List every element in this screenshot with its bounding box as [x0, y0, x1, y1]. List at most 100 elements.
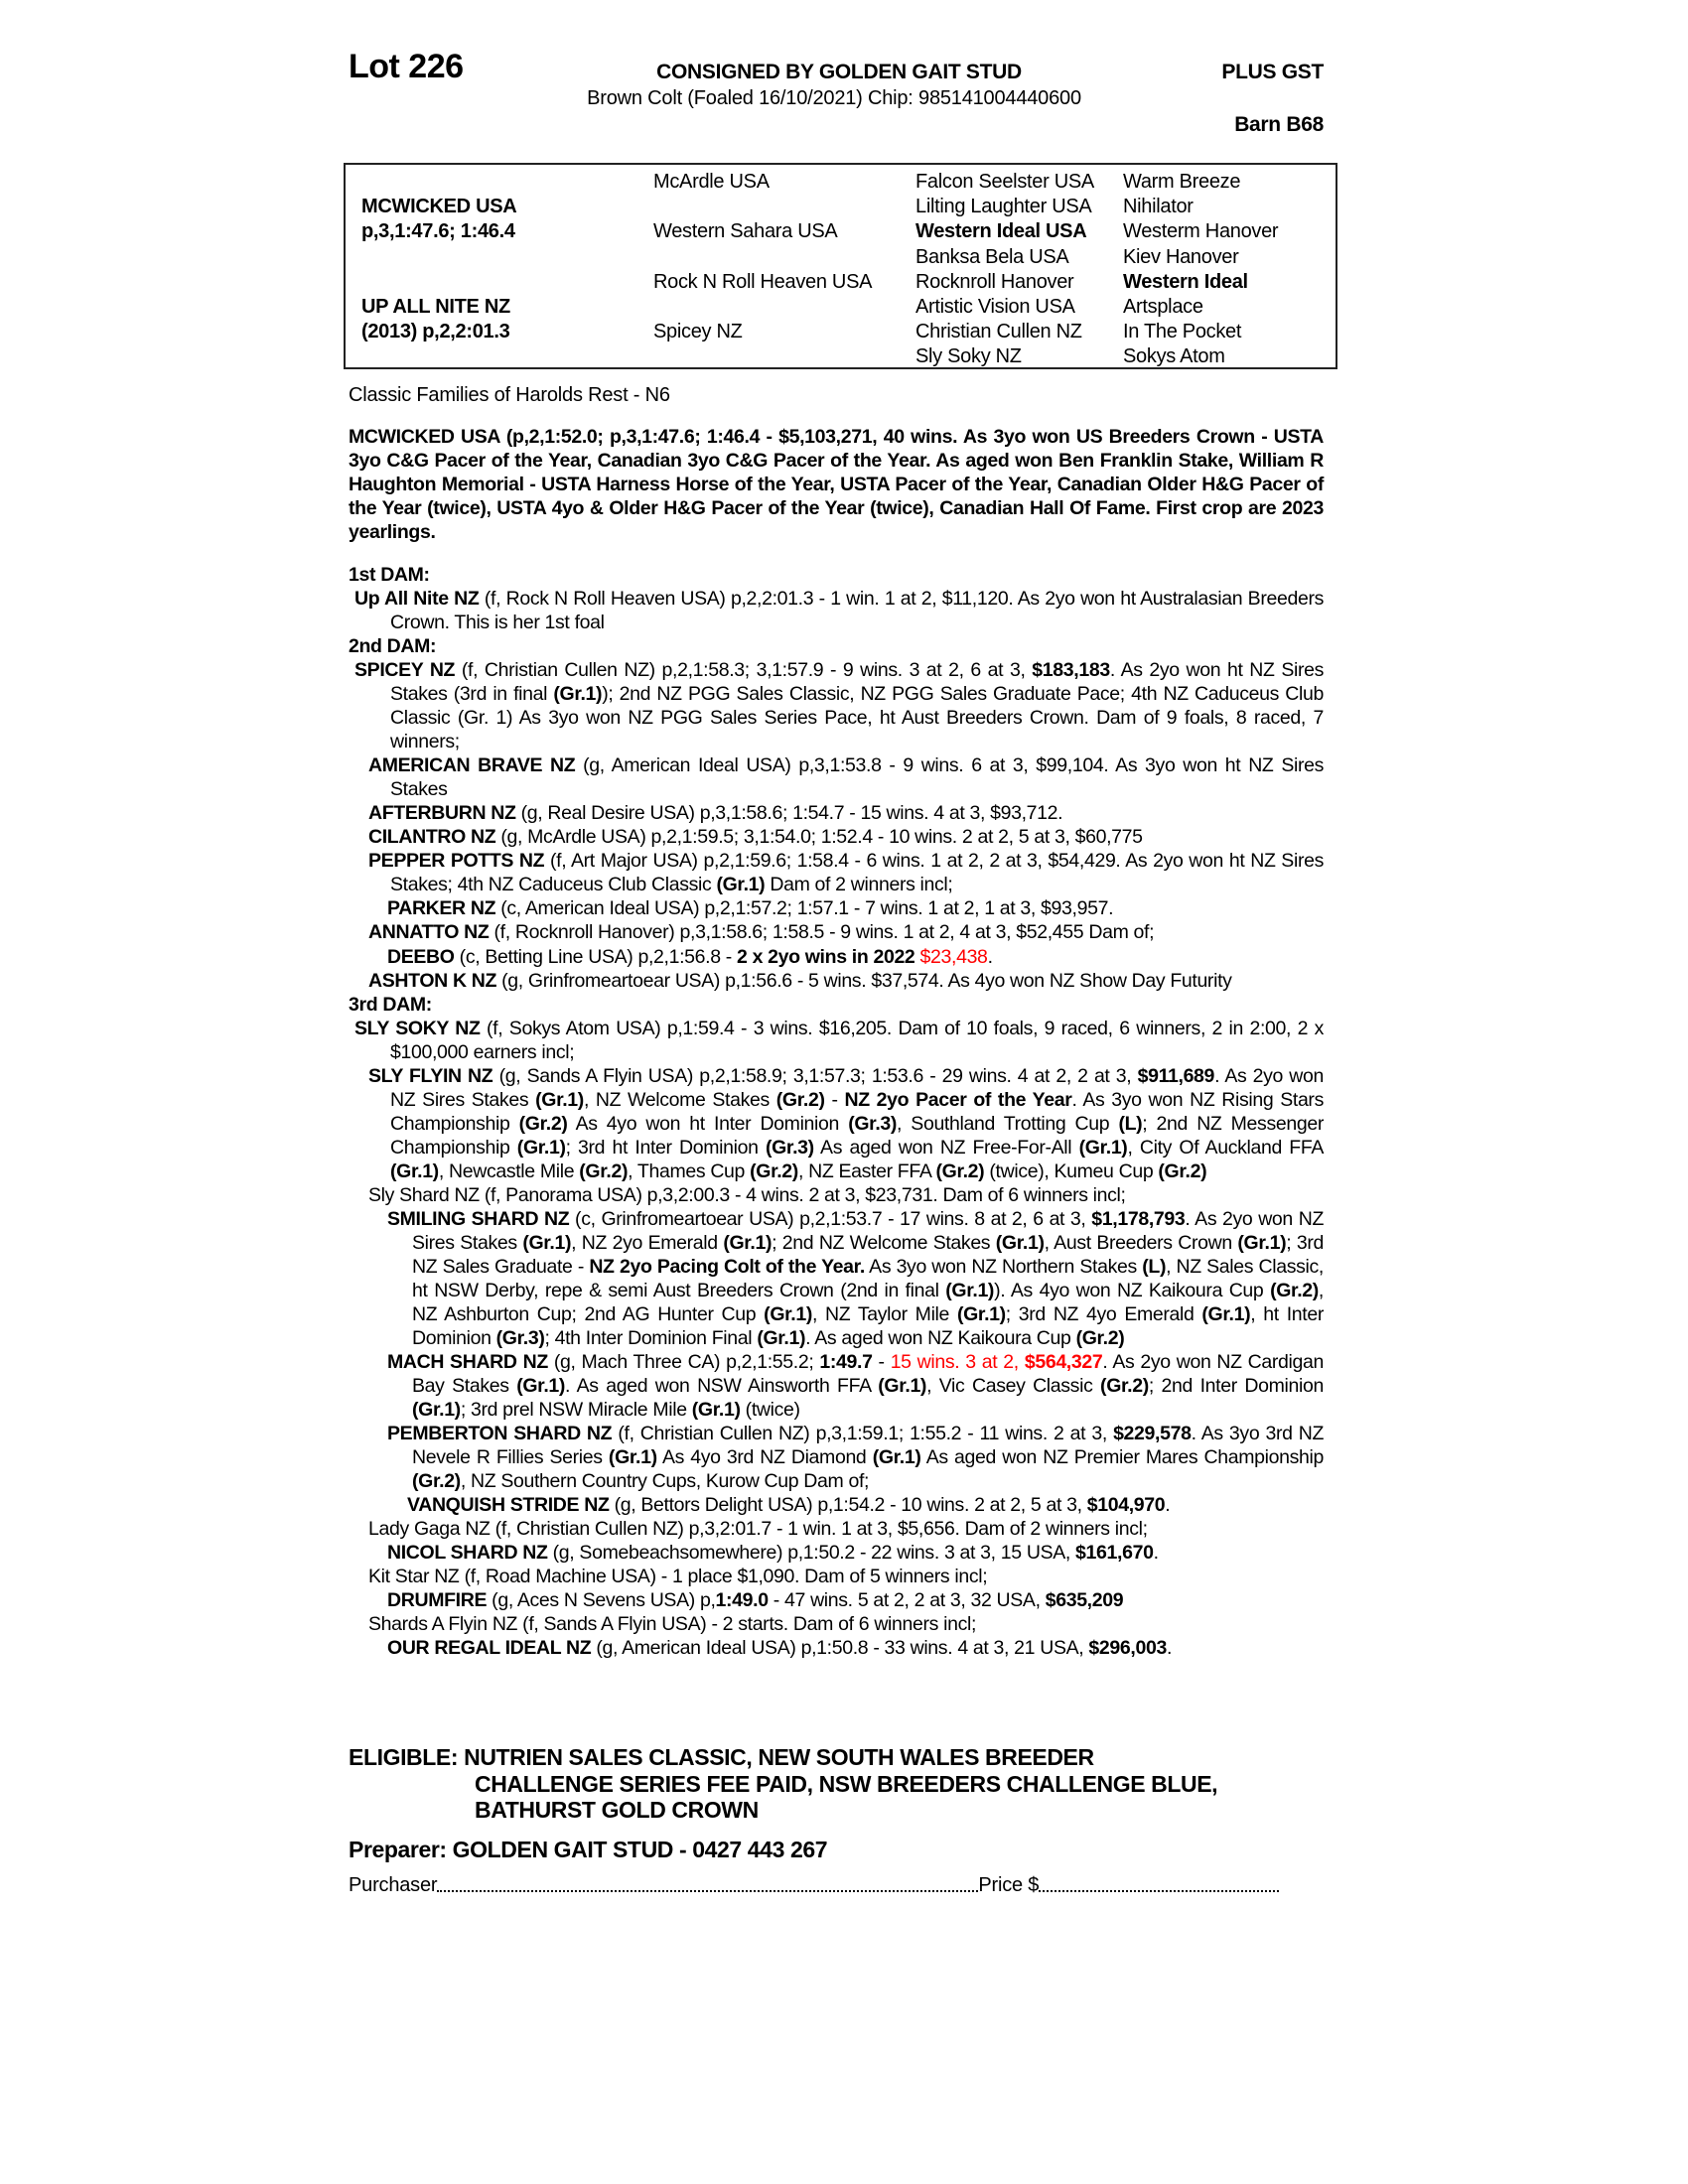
bold-text: (Gr.1) — [757, 1327, 806, 1349]
bold-text: $104,970 — [1086, 1494, 1166, 1517]
text-run: As aged won NZ Premier Mares Championshi… — [920, 1446, 1325, 1469]
bold-text: (Gr.1) — [764, 1302, 813, 1325]
text-run: ; 3rd NZ Sales Graduate - — [412, 1231, 1324, 1278]
bold-text: $229,578 — [1113, 1423, 1192, 1445]
text-run: , NZ Welcome Stakes — [583, 1088, 776, 1111]
dam-heading: 2nd DAM: — [349, 635, 437, 658]
bold-text: SPICEY NZ — [354, 659, 456, 682]
gst-note: PLUS GST — [1221, 61, 1324, 83]
pedigree-entry: ANNATTO NZ (f, Rocknroll Hanover) p,3,1:… — [349, 920, 1324, 944]
highlight-text: $564,327 — [1024, 1351, 1103, 1374]
bold-text: (Gr.1) — [691, 1399, 741, 1422]
family-note: Classic Families of Harolds Rest - N6 — [349, 384, 670, 406]
purchaser-label: Purchaser — [349, 1874, 438, 1896]
bold-text: AMERICAN BRAVE NZ — [368, 754, 576, 777]
bold-text: PEMBERTON SHARD NZ — [387, 1423, 613, 1445]
pedigree-entry: PARKER NZ (c, American Ideal USA) p,2,1:… — [349, 896, 1324, 920]
bold-text: SMILING SHARD NZ — [387, 1207, 570, 1230]
bold-text: (Gr.2) — [775, 1088, 825, 1111]
pedigree-entry: ASHTON K NZ (g, Grinfromeartoear USA) p,… — [349, 969, 1324, 993]
highlight-text: $23,438 — [919, 945, 988, 968]
text-run: , Southland Trotting Cup — [897, 1112, 1119, 1135]
text-run: (g, Real Desire USA) p,3,1:58.6; 1:54.7 … — [515, 802, 1063, 825]
text-run: ; 2nd Inter Dominion — [1148, 1375, 1324, 1398]
pedigree-ancestor: Falcon Seelster USA — [915, 171, 1094, 193]
text-run: , City Of Auckland FFA — [1127, 1136, 1325, 1159]
bold-text: NZ 2yo Pacing Colt of the Year. — [589, 1255, 865, 1278]
bold-text: (Gr.1) — [516, 1375, 566, 1398]
bold-text: $1,178,793 — [1091, 1207, 1186, 1230]
bold-text: $161,670 — [1075, 1542, 1154, 1565]
text-run: (f, Rock N Roll Heaven USA) p,2,2:01.3 -… — [390, 588, 1325, 634]
text-run: Shards A Flyin NZ (f, Sands A Flyin USA)… — [368, 1613, 977, 1636]
text-run: As aged won NZ Free-For-All — [813, 1136, 1079, 1159]
text-run: (twice) — [740, 1399, 800, 1422]
text-run: ; 3rd ht Inter Dominion — [565, 1136, 766, 1159]
text-run: , ht Inter Dominion — [412, 1302, 1324, 1349]
text-run: (f, Art Major USA) p,2,1:59.6; 1:58.4 - … — [390, 850, 1324, 896]
pedigree-entry: AMERICAN BRAVE NZ (g, American Ideal USA… — [349, 753, 1324, 801]
bold-text: CILANTRO NZ — [368, 826, 496, 849]
bold-text: $296,003 — [1088, 1637, 1167, 1660]
bold-text: Up All Nite NZ — [354, 588, 480, 611]
eligible-line: ELIGIBLE: NUTRIEN SALES CLASSIC, NEW SOU… — [349, 1744, 1094, 1770]
text-run: (g, Sands A Flyin USA) p,2,1:58.9; 3,1:5… — [492, 1064, 1138, 1087]
text-run: , Thames Cup — [628, 1160, 751, 1182]
bold-text: (Gr.1) — [608, 1446, 657, 1469]
pedigree-entry: SPICEY NZ (f, Christian Cullen NZ) p,2,1… — [349, 658, 1324, 753]
price-label: Price $ — [978, 1874, 1040, 1896]
text-run: . As 2yo won NZ Sires Stakes — [412, 1207, 1325, 1254]
eligibility: ELIGIBLE: NUTRIEN SALES CLASSIC, NEW SOU… — [349, 1744, 1218, 1824]
dam-name: UP ALL NITE NZ — [361, 296, 510, 318]
purchaser-blank[interactable] — [437, 1890, 979, 1892]
text-run: , NZ Taylor Mile — [812, 1302, 957, 1325]
pedigree-ancestor: Westerm Hanover — [1123, 220, 1279, 243]
text-run: (c, American Ideal USA) p,2,1:57.2; 1:57… — [495, 897, 1114, 920]
text-run: - — [824, 1088, 845, 1111]
bold-text: (Gr.1) — [553, 683, 603, 706]
sire-name: MCWICKED USA — [361, 196, 517, 217]
eligible-line: CHALLENGE SERIES FEE PAID, NSW BREEDERS … — [475, 1770, 1218, 1797]
bold-text: (Gr.2) — [412, 1470, 461, 1493]
pedigree-entry: DRUMFIRE (g, Aces N Sevens USA) p,1:49.0… — [349, 1588, 1324, 1612]
pedigree-entry: OUR REGAL IDEAL NZ (g, American Ideal US… — [349, 1636, 1324, 1660]
pedigree-entry: PEMBERTON SHARD NZ (f, Christian Cullen … — [349, 1422, 1324, 1493]
text-run: ; 4th Inter Dominion Final — [544, 1327, 758, 1349]
bold-text: (Gr.2) — [1158, 1160, 1207, 1182]
text-run: . — [1166, 1637, 1173, 1660]
pedigree-entry: NICOL SHARD NZ (g, Somebeachsomewhere) p… — [349, 1541, 1324, 1565]
bold-text: OUR REGAL IDEAL NZ — [387, 1637, 592, 1660]
bold-text: (Gr.1) — [872, 1446, 921, 1469]
pedigree-ancestor: Sokys Atom — [1123, 345, 1225, 368]
text-run: - — [872, 1351, 891, 1374]
bold-text: DEEBO — [387, 945, 455, 968]
bold-text: (Gr.1) — [522, 1231, 572, 1254]
bold-text: VANQUISH STRIDE NZ — [407, 1494, 610, 1517]
bold-text: (Gr.2) — [1270, 1279, 1319, 1301]
text-run: ; 3rd NZ 4yo Emerald — [1005, 1302, 1202, 1325]
text-run: , Vic Casey Classic — [926, 1375, 1101, 1398]
text-run: As 3yo won NZ Northern Stakes — [864, 1255, 1143, 1278]
price-blank[interactable] — [1039, 1890, 1279, 1892]
pedigree-entry: Sly Shard NZ (f, Panorama USA) p,3,2:00.… — [349, 1183, 1324, 1207]
text-run: (twice), Kumeu Cup — [984, 1160, 1159, 1182]
pedigree-entry: Shards A Flyin NZ (f, Sands A Flyin USA)… — [349, 1612, 1324, 1636]
text-run: ; 2nd NZ Welcome Stakes — [772, 1231, 996, 1254]
lot-number: Lot 226 — [349, 48, 464, 85]
text-run: Kit Star NZ (f, Road Machine USA) - 1 pl… — [368, 1566, 988, 1588]
bold-text: (Gr.3) — [765, 1136, 814, 1159]
dam-heading: 3rd DAM: — [349, 993, 432, 1016]
bold-text: (Gr.2) — [518, 1112, 568, 1135]
pedigree-ancestor: Banksa Bela USA — [915, 245, 1069, 268]
eligible-line: BATHURST GOLD CROWN — [475, 1797, 759, 1823]
bold-text: (Gr.1) — [535, 1088, 584, 1111]
consignor-heading: CONSIGNED BY GOLDEN GAIT STUD — [656, 61, 1022, 83]
text-run: Lady Gaga NZ (f, Christian Cullen NZ) p,… — [368, 1518, 1148, 1541]
text-run: . As 2yo won ht NZ Sires Stakes (3rd in … — [390, 659, 1324, 706]
bold-text: 1:49.0 — [715, 1589, 770, 1612]
text-run: . — [1165, 1494, 1171, 1517]
bold-text: (Gr.1) — [995, 1231, 1045, 1254]
pedigree-entry: SMILING SHARD NZ (c, Grinfromeartoear US… — [349, 1207, 1324, 1350]
bold-text: $911,689 — [1137, 1064, 1215, 1087]
text-run: , NZ Sales Classic, ht NSW Derby, repe &… — [412, 1255, 1324, 1301]
